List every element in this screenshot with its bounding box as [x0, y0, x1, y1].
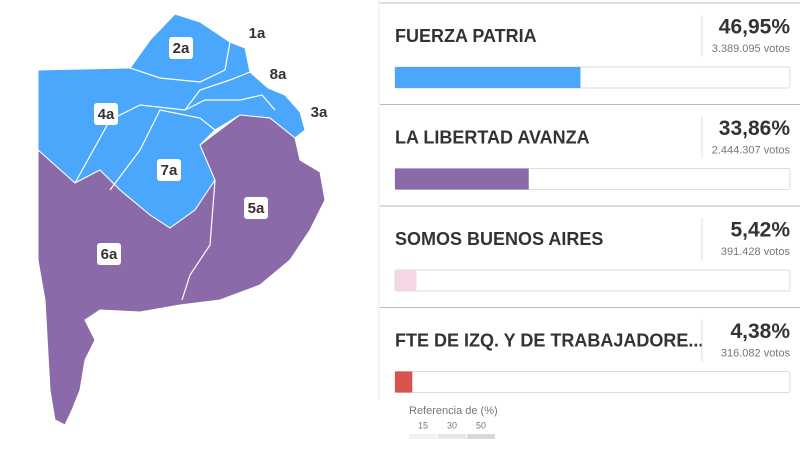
party-name: LA LIBERTAD AVANZA	[395, 127, 590, 147]
region-label: 3a	[311, 104, 328, 121]
bar-track	[394, 371, 791, 393]
region-label: 8a	[270, 66, 287, 83]
results: FUERZA PATRIA 46,95% 3.389.095 votos LA LIB…	[380, 2, 800, 393]
region-purple	[37, 114, 326, 426]
region-label: 7a	[161, 162, 178, 179]
votes-label: 316.082 votos	[721, 347, 791, 359]
region-label: 5a	[248, 200, 265, 217]
region-label: 2a	[173, 40, 190, 57]
bar	[395, 168, 529, 190]
bar	[395, 270, 417, 291]
region-label-box	[94, 103, 118, 125]
region-label: 1a	[249, 25, 266, 42]
region-label-box	[169, 37, 193, 59]
bar	[395, 67, 581, 88]
region-label-box	[266, 63, 290, 85]
party-name: SOMOS BUENOS AIRES	[395, 229, 603, 249]
bar	[395, 371, 413, 393]
votes-label: 2.444.307 votos	[712, 144, 791, 156]
votes-label: 3.389.095 votos	[712, 43, 791, 55]
region-label-box	[245, 22, 269, 44]
party-name: FTE DE IZQ. Y DE TRABAJADORE...	[395, 330, 703, 350]
region-label: 6a	[101, 246, 118, 263]
region-label-box	[97, 243, 121, 265]
percent-label: 4,38%	[730, 320, 790, 343]
percent-label: 33,86%	[719, 117, 791, 140]
map: 1a 2a 3a 4a 5a 6a 7a 8a	[37, 13, 331, 426]
region-label: 4a	[98, 106, 115, 123]
legend-swatch	[467, 434, 495, 439]
region-labels: 1a 2a 3a 4a 5a 6a 7a 8a	[94, 22, 331, 265]
legend-tick: 50	[476, 420, 486, 430]
percent-label: 46,95%	[719, 16, 791, 39]
bar-track	[394, 269, 791, 292]
legend-swatch	[438, 434, 466, 439]
region-label-box	[157, 159, 181, 181]
region-label-box	[244, 197, 268, 219]
legend-tick: 15	[418, 420, 428, 430]
legend: Referencia de (%) 15 30 50	[409, 405, 498, 439]
legend-tick: 30	[447, 420, 457, 430]
legend-swatch	[409, 434, 437, 439]
percent-label: 5,42%	[730, 219, 790, 242]
votes-label: 391.428 votos	[721, 246, 791, 258]
party-name: FUERZA PATRIA	[395, 26, 537, 46]
region-label-box	[307, 101, 331, 123]
legend-title: Referencia de (%)	[409, 405, 498, 417]
